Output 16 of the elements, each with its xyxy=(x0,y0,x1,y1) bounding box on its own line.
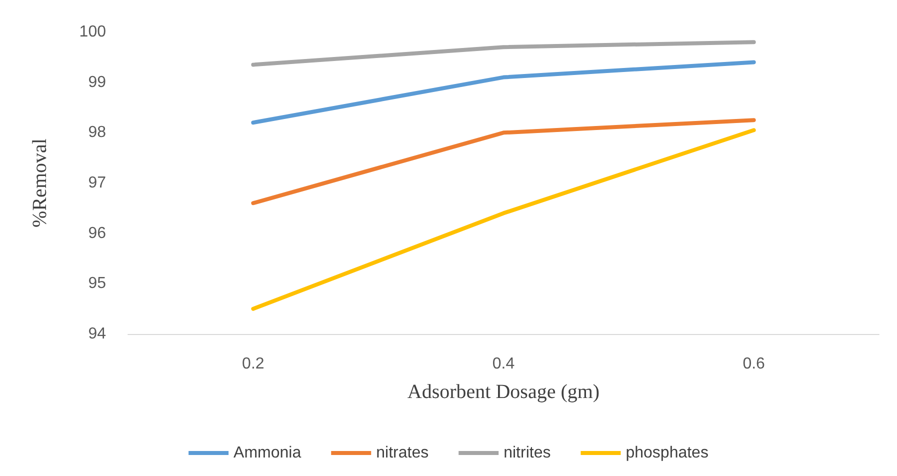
y-tick-label: 97 xyxy=(88,174,106,192)
legend-label: nitrates xyxy=(376,444,429,462)
y-axis-title: %Removal xyxy=(29,138,51,228)
x-tick-label: 0.2 xyxy=(242,356,264,372)
x-tick-label: 0.4 xyxy=(492,356,515,372)
x-axis-title: Adsorbent Dosage (gm) xyxy=(407,381,600,403)
y-tick-label: 96 xyxy=(88,224,106,242)
y-tick-label: 95 xyxy=(88,275,106,292)
legend-label: Ammonia xyxy=(234,444,302,462)
legend-label: phosphates xyxy=(626,444,708,462)
y-tick-label: 100 xyxy=(79,24,106,40)
y-tick-label: 99 xyxy=(88,74,106,91)
legend-label: nitrites xyxy=(504,444,551,462)
x-tick-label: 0.6 xyxy=(742,356,766,372)
y-tick-label: 98 xyxy=(88,124,106,142)
y-tick-label: 94 xyxy=(88,326,106,342)
